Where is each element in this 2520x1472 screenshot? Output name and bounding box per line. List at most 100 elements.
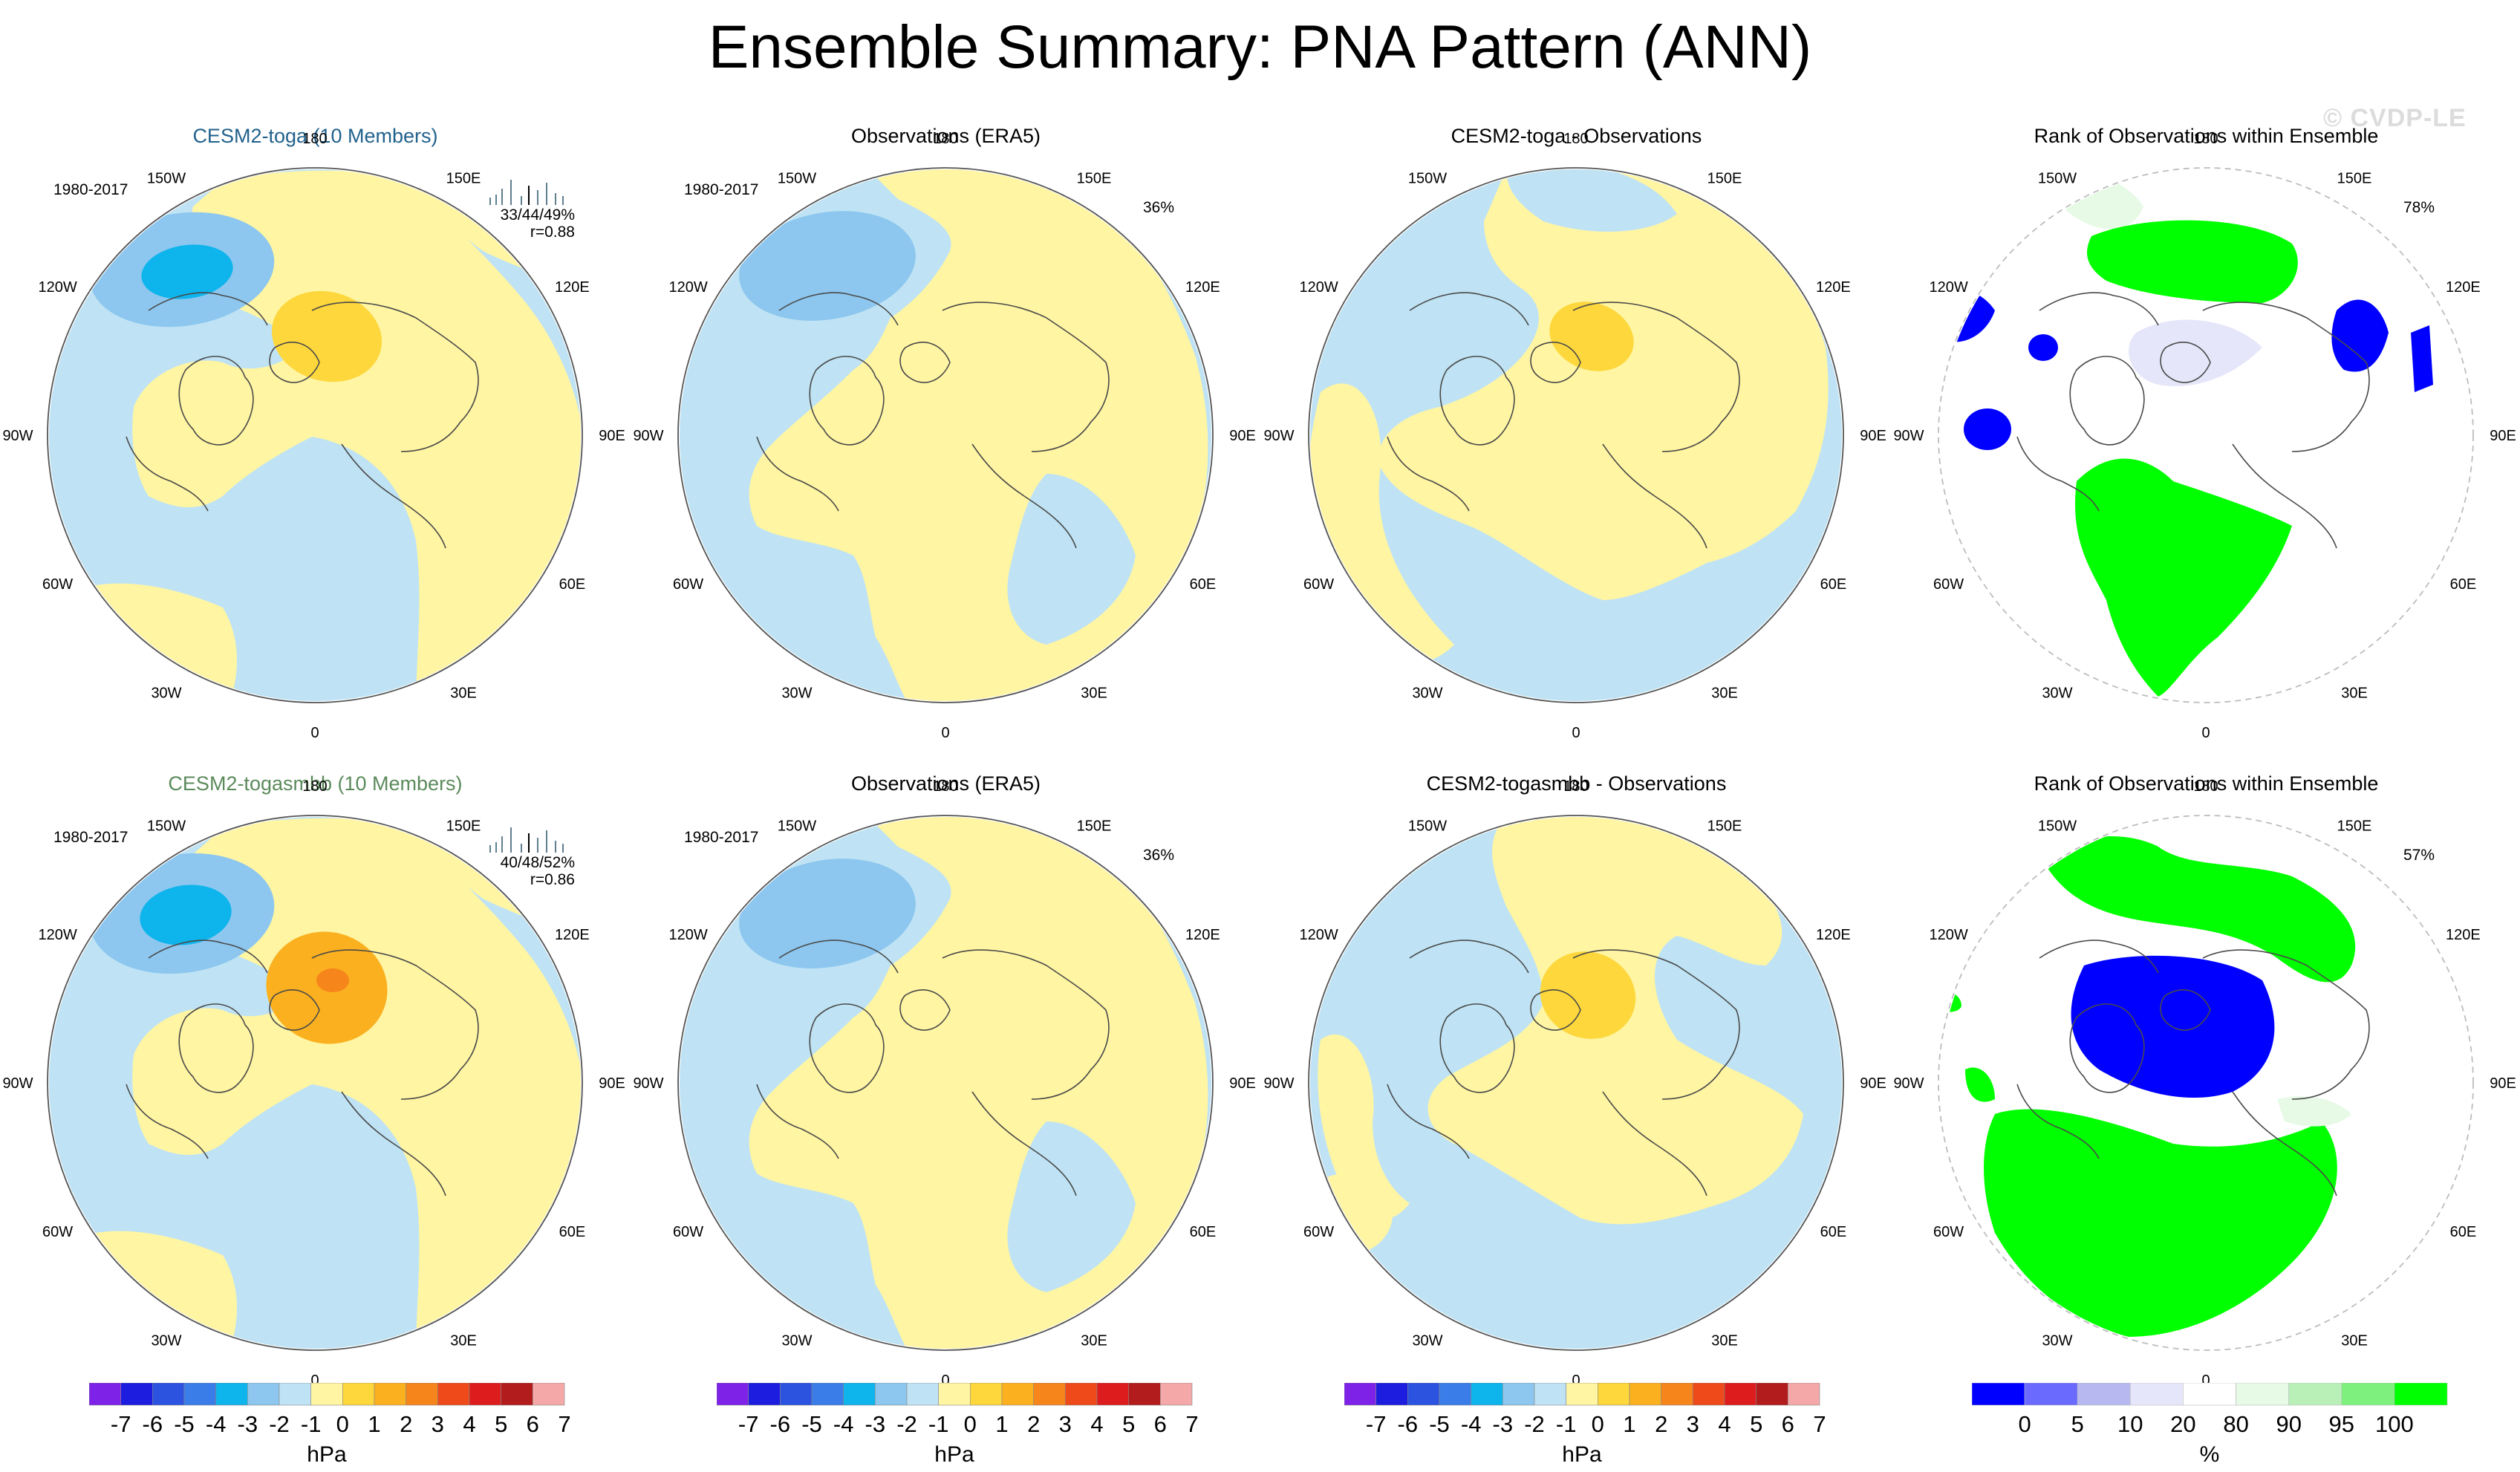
map-content (680, 169, 1211, 701)
colorbar-tick-label: -1 (928, 1411, 949, 1437)
period-label: 1980-2017 (684, 181, 759, 198)
longitude-label: 60E (1820, 1224, 1847, 1240)
longitude-label: 0 (310, 1372, 319, 1389)
percent-label: 57% (2403, 847, 2435, 864)
rank-region-0-center (2028, 334, 2058, 361)
colorbar-tick-label: 10 (2117, 1411, 2143, 1437)
colorbar-tick-label: 1 (368, 1411, 380, 1437)
map-boundary (1938, 815, 2474, 1351)
positive-region-south (50, 583, 237, 701)
percent-label: 36% (1143, 847, 1175, 864)
colorbar-unit: hPa (934, 1442, 974, 1467)
figure-title: Ensemble Summary: PNA Pattern (ANN) (708, 13, 1812, 81)
colorbar-tick-label: 5 (2071, 1411, 2084, 1437)
coastline-5 (1602, 1091, 1707, 1196)
map-boundary (677, 815, 1214, 1351)
stats-value: 33/44/49% (500, 206, 575, 224)
colorbar-swatch (1344, 1383, 1377, 1406)
colorbar-swatch (2077, 1383, 2131, 1406)
coastline-3 (311, 949, 479, 1100)
coastline-6 (2016, 436, 2100, 512)
colorbar-swatch (1724, 1383, 1757, 1406)
longitude-label: 120W (38, 927, 76, 943)
panel-title: Rank of Observations within Ensemble (2034, 772, 2379, 795)
coastline-3 (311, 302, 479, 452)
colorbar-graphic: 0 5 10 20 80 90 95 100 (1972, 1383, 2448, 1437)
rank-region-100-north (2087, 220, 2298, 303)
longitude-label: 90E (2490, 428, 2516, 444)
colorbar-pressure: -7 -6 -5 -4 -3 -2 -1 0 1 2 3 4 5 6 7 hPa (717, 1383, 1311, 1467)
longitude-label: 30E (450, 1332, 477, 1349)
panel-5: CESM2-togasmbb (10 Members) 1980-2017 40/4… (0, 772, 631, 1419)
colorbar-swatch (1534, 1383, 1567, 1406)
colorbar-swatch (1661, 1383, 1693, 1406)
panel-title: CESM2-toga - Observations (1451, 125, 1702, 147)
colorbar-swatch (152, 1383, 185, 1406)
longitude-label: 0 (1572, 1372, 1580, 1389)
colorbar-swatch (1787, 1383, 1820, 1406)
coastline-1 (1439, 1003, 1515, 1093)
colorbar-tick-label: 0 (336, 1411, 349, 1437)
colorbar-tick-label: 7 (558, 1411, 570, 1437)
longitude-label: 60E (559, 576, 586, 593)
percent-label: 36% (1143, 199, 1175, 216)
longitude-label: 120W (1929, 927, 1967, 943)
colorbar-swatch (342, 1383, 375, 1406)
colorbar-swatch (469, 1383, 502, 1406)
colorbar-tick-label: -5 (174, 1411, 195, 1437)
colorbar-swatch (2341, 1383, 2395, 1406)
colorbar-tick-label: 0 (964, 1411, 977, 1437)
longitude-label: 120E (555, 279, 590, 296)
longitude-label: 90E (1860, 428, 1886, 444)
rank-region-0-southwest (1964, 408, 2011, 450)
colorbar-tick-label: 5 (1122, 1411, 1135, 1437)
colorbar-swatch (215, 1383, 248, 1406)
longitude-label: 0 (941, 1372, 949, 1389)
coastline-4 (1409, 939, 1529, 974)
longitude-label: 150W (2038, 171, 2077, 187)
colorbar-tick-label: 6 (527, 1411, 539, 1437)
colorbar-swatch (1064, 1383, 1098, 1406)
map-boundary (677, 167, 1214, 703)
coastline-4 (148, 292, 268, 326)
longitude-label: 30W (2042, 1332, 2072, 1349)
colorbar-swatch (1407, 1383, 1440, 1406)
longitude-label: 120E (1185, 279, 1220, 296)
rank-region-100-southwest (1965, 1067, 1995, 1102)
coastline-6 (126, 1084, 209, 1159)
colorbar-tick-label: 5 (495, 1411, 507, 1437)
longitude-label: 120W (1299, 927, 1338, 943)
colorbar-swatch (717, 1383, 749, 1406)
longitude-label: 120E (1185, 927, 1220, 943)
longitude-label: 150W (147, 818, 186, 835)
longitude-label: 120E (2446, 927, 2481, 943)
watermark: © CVDP-LE (2323, 104, 2467, 132)
coastline-1 (809, 1003, 885, 1093)
colorbar-swatch (1128, 1383, 1161, 1406)
correlation-value: r=0.88 (530, 224, 575, 241)
member-tick-chart (489, 827, 564, 853)
panel-title: Rank of Observations within Ensemble (2034, 125, 2379, 147)
low-pressure-center-level1 (739, 211, 916, 321)
period-label: 1980-2017 (53, 829, 128, 846)
coastline-1 (2069, 1003, 2145, 1093)
panel-8: Rank of Observations within Ensemble 57% 1… (1891, 772, 2520, 1419)
polar-map-model: 180 150E 120E 90E 60E 30E 0 30W 60W 90W 120W 150W (2, 778, 625, 1389)
coastline-4 (2039, 939, 2159, 974)
positive-region-atlantic (1318, 1034, 1410, 1219)
colorbar-swatch (2288, 1383, 2342, 1406)
colorbar-swatch (843, 1383, 876, 1406)
longitude-label: 120E (1816, 279, 1851, 296)
longitude-label: 150W (2038, 818, 2077, 835)
colorbar-tick-label: 7 (1185, 1411, 1198, 1437)
negative-region-europe (1007, 474, 1136, 645)
colorbar-tick-label: -6 (1398, 1411, 1419, 1437)
coastline-4 (1409, 292, 1529, 326)
coastline-6 (756, 436, 839, 512)
colorbar-tick-label: -6 (143, 1411, 163, 1437)
longitude-label: 120E (555, 927, 590, 943)
panel-title: CESM2-togasmbb (10 Members) (168, 772, 463, 795)
coastline-2 (269, 342, 320, 383)
colorbar-pressure: -7 -6 -5 -4 -3 -2 -1 0 1 2 3 4 5 6 7 hPa (89, 1383, 683, 1467)
